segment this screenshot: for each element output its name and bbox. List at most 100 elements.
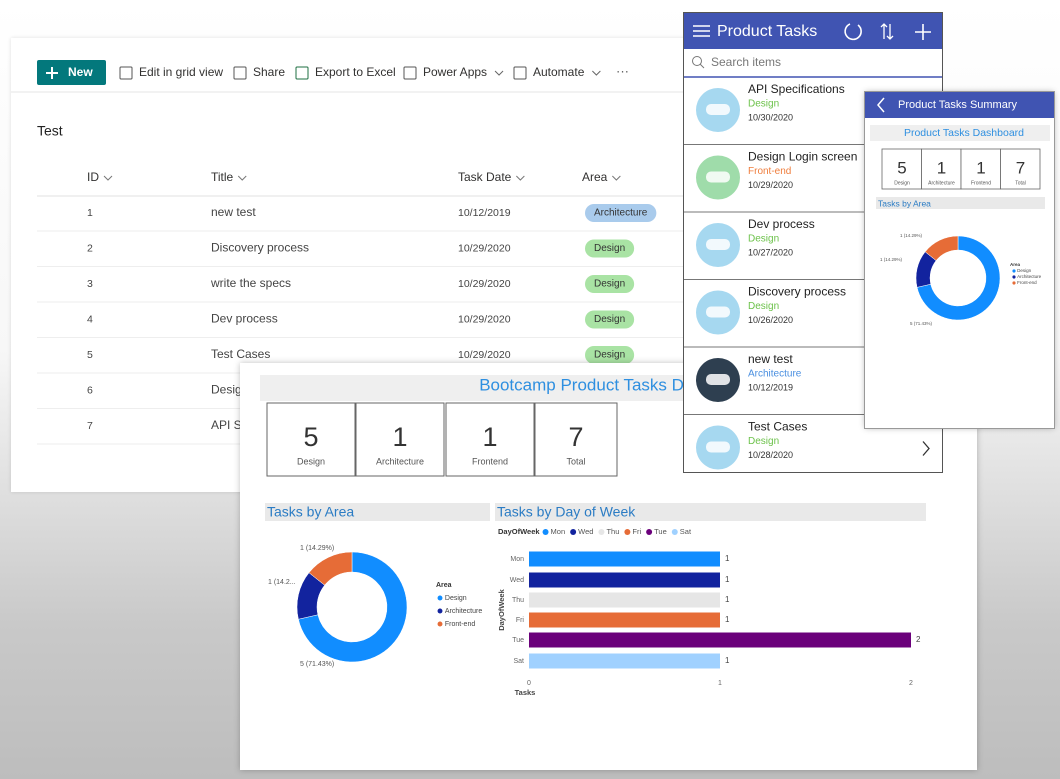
item-date: 10/30/2020 xyxy=(748,112,793,122)
cell: 10/29/2020 xyxy=(458,313,511,325)
sort-chevron xyxy=(612,175,621,181)
area-pill xyxy=(585,346,635,364)
kpi-value: 5 xyxy=(897,158,906,177)
item-title[interactable]: Dev process xyxy=(748,217,815,231)
legend-item: Fri xyxy=(632,527,641,536)
bar xyxy=(529,612,720,628)
more: ··· xyxy=(616,63,629,78)
section-header xyxy=(876,197,1045,209)
column-header[interactable]: Area xyxy=(582,170,608,184)
sort-icon[interactable] xyxy=(880,23,894,40)
cell: 6 xyxy=(87,384,93,396)
item-area: Design xyxy=(748,436,779,447)
summary-subtitle: Product Tasks Dashboard xyxy=(904,127,1024,139)
data-label: 1 xyxy=(725,554,730,563)
section-title: Tasks by Area xyxy=(878,198,931,208)
column-header[interactable]: Task Date xyxy=(458,170,512,184)
bar xyxy=(529,653,720,669)
toolbar-icon xyxy=(403,66,417,80)
legend-title: DayOfWeek xyxy=(498,527,540,536)
kpi-card xyxy=(355,402,445,477)
legend-dot xyxy=(598,529,605,535)
legend-dot xyxy=(437,621,443,627)
cell: 5 xyxy=(87,349,93,361)
legend-dot xyxy=(646,529,653,535)
avatar-figure xyxy=(706,239,730,250)
legend-dot xyxy=(624,529,631,535)
kpi-label: Total xyxy=(1015,180,1026,186)
area-pill xyxy=(585,310,635,329)
donut-slice xyxy=(298,551,408,663)
y-axis-title: DayOfWeek xyxy=(497,588,506,630)
add-icon[interactable] xyxy=(915,24,931,40)
slice-label: 1 (14.29%) xyxy=(300,545,334,552)
item-area: Front-end xyxy=(748,166,791,177)
legend-dot xyxy=(1012,281,1016,285)
legend-dot xyxy=(570,529,577,535)
legend-dot xyxy=(437,608,443,614)
subtitle-bar xyxy=(870,125,1050,141)
back-icon[interactable] xyxy=(877,97,885,113)
y-tick-label: Mon xyxy=(510,556,524,563)
summary-title: Product Tasks Summary xyxy=(898,99,1018,111)
item-area: Architecture xyxy=(748,369,802,380)
data-label: 1 xyxy=(725,575,730,584)
y-tick-label: Fri xyxy=(516,617,525,624)
legend-item: Architecture xyxy=(445,608,482,615)
plus-icon xyxy=(46,67,58,79)
kpi-label: Frontend xyxy=(472,456,508,466)
sort-chevron xyxy=(237,175,247,181)
column-header[interactable]: ID xyxy=(87,170,99,184)
column-header[interactable]: Title xyxy=(211,170,234,184)
item-title[interactable]: API Specifications xyxy=(748,82,845,96)
legend-item: Front-end xyxy=(445,621,475,628)
item-area: Design xyxy=(748,234,779,245)
toolbar-icon xyxy=(233,66,247,80)
bar xyxy=(529,632,911,648)
legend-title: Area xyxy=(436,582,452,589)
legend-dot xyxy=(671,529,678,535)
item-title[interactable]: Discovery process xyxy=(748,285,846,299)
data-label: 1 xyxy=(725,656,730,665)
refresh-icon[interactable] xyxy=(844,23,862,41)
toolbar-item[interactable]: Edit in grid view xyxy=(139,65,223,79)
item-title[interactable]: new test xyxy=(748,352,793,366)
item-date: 10/26/2020 xyxy=(748,315,793,325)
legend-dot xyxy=(437,595,443,601)
cell: write the specs xyxy=(210,276,291,290)
app-header xyxy=(684,13,942,49)
avatar-figure xyxy=(706,374,730,385)
item-area: Design xyxy=(748,301,779,312)
section-header xyxy=(495,503,926,521)
area-pill xyxy=(585,239,635,258)
section-title: Tasks by Area xyxy=(267,504,354,520)
x-tick-label: 1 xyxy=(718,680,722,687)
x-axis-title: Tasks xyxy=(515,688,536,697)
data-label: 1 xyxy=(725,595,730,604)
powerbi-dashboard: Bootcamp Product Tasks Dashboard5Design1… xyxy=(240,363,977,770)
kpi-label: Frontend xyxy=(971,180,991,186)
search-icon xyxy=(692,56,702,66)
kpi-card xyxy=(881,148,922,190)
search-box[interactable]: Search items xyxy=(711,55,781,69)
toolbar-icon xyxy=(119,66,133,80)
new-button[interactable] xyxy=(37,60,106,85)
toolbar-item[interactable]: Share xyxy=(253,65,285,79)
item-title[interactable]: Design Login screen xyxy=(748,150,857,164)
legend-dot xyxy=(1012,275,1016,279)
toolbar-icon xyxy=(513,66,527,80)
legend-title: Area xyxy=(1010,262,1021,267)
legend-item: Mon xyxy=(551,527,566,536)
kpi-card xyxy=(534,402,618,477)
toolbar-item[interactable]: Power Apps xyxy=(423,65,487,79)
item-title[interactable]: Test Cases xyxy=(748,420,807,434)
toolbar-item[interactable]: Automate xyxy=(533,65,585,79)
avatar-figure xyxy=(706,104,730,115)
toolbar-item[interactable]: Export to Excel xyxy=(315,65,396,79)
sort-chevron xyxy=(516,175,525,181)
sort-chevron xyxy=(103,175,113,181)
legend-item: Tue xyxy=(654,527,667,536)
list-title: Test xyxy=(37,123,63,139)
legend-item: Architecture xyxy=(1017,274,1042,279)
summary-screen: Product Tasks Summary Product Tasks Dashb… xyxy=(864,91,1055,429)
